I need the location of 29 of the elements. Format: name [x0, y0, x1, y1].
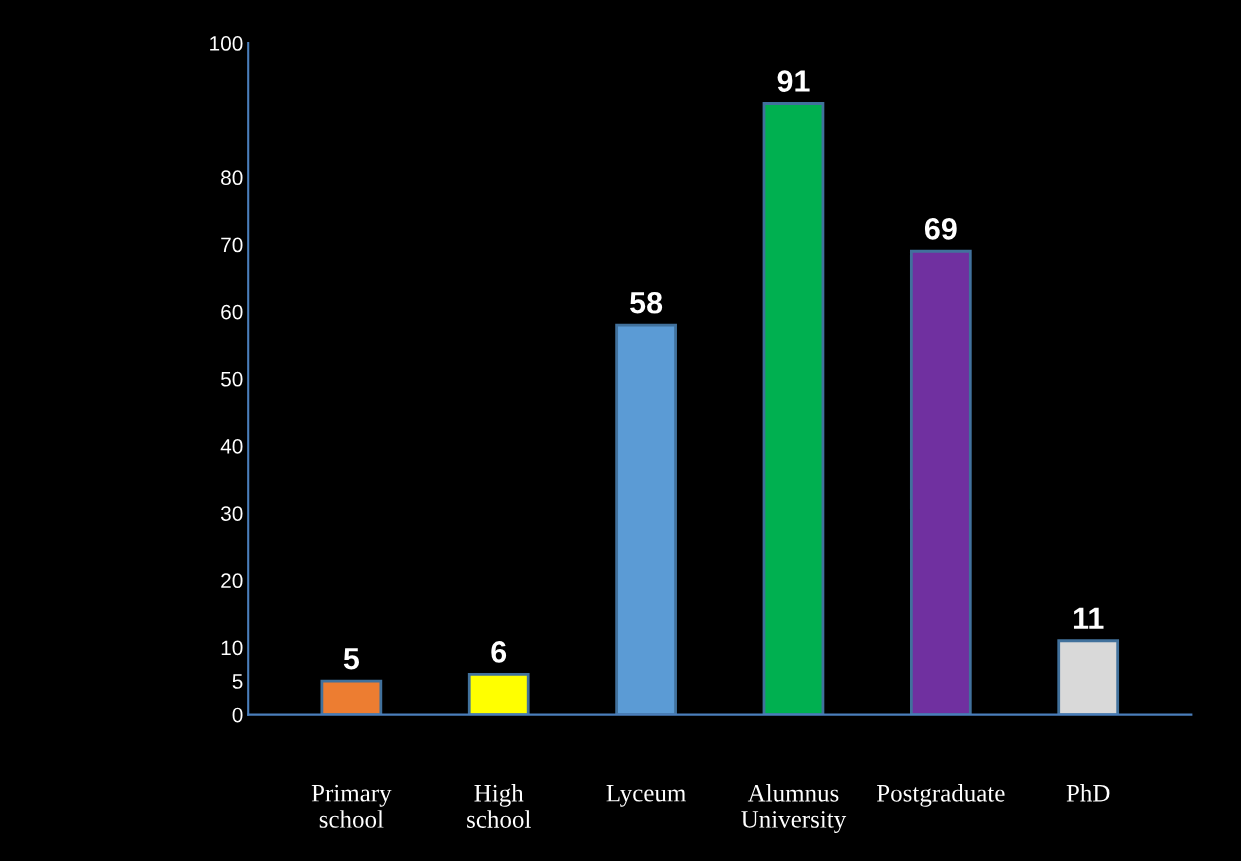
- data-label: 6: [491, 641, 507, 663]
- bar: [762, 102, 825, 715]
- bar: [320, 679, 383, 715]
- y-tick-label: 10: [221, 640, 243, 656]
- x-tick-label: PhD: [1066, 784, 1110, 802]
- y-tick-label: 5: [232, 674, 243, 689]
- data-label: 5: [343, 648, 359, 670]
- y-tick-label: 30: [220, 506, 243, 521]
- data-label: 91: [777, 70, 810, 92]
- data-label: 69: [924, 218, 957, 240]
- x-tick-label: Lyceum: [606, 784, 686, 807]
- y-tick-label: 60: [221, 304, 243, 320]
- bar: [1057, 639, 1120, 715]
- bar: [467, 672, 530, 715]
- data-label: 58: [630, 291, 663, 314]
- x-tick-label: High school: [467, 784, 531, 828]
- y-tick-label: 100: [210, 36, 243, 51]
- x-tick-label: Primary school: [311, 784, 392, 828]
- y-tick-label: 40: [220, 439, 243, 454]
- x-tick-label: Postgraduate: [876, 784, 1005, 807]
- bar: [615, 323, 677, 715]
- data-label: 11: [1073, 607, 1104, 629]
- bar: [909, 249, 972, 715]
- y-tick-label: 70: [221, 237, 243, 253]
- x-tick-label: Alumnus University: [741, 784, 847, 833]
- y-tick-label: 50: [221, 371, 243, 387]
- y-tick-label: 0: [232, 707, 243, 723]
- y-tick-label: 20: [221, 573, 243, 589]
- y-tick-label: 80: [221, 170, 243, 186]
